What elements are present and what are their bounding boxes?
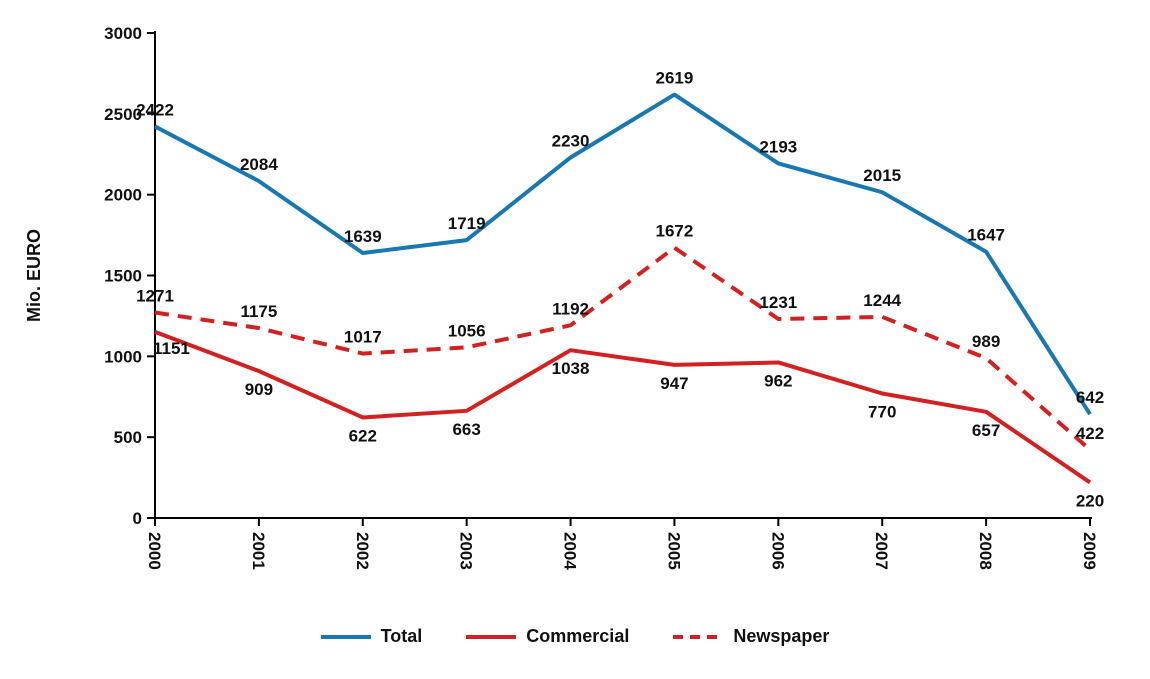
legend-item-commercial: Commercial <box>466 626 629 647</box>
y-tick-label: 2000 <box>104 186 142 205</box>
chart-legend: Total Commercial Newspaper <box>0 626 1150 647</box>
data-label-commercial-2001: 909 <box>245 380 273 399</box>
data-label-newspaper-2006: 1231 <box>759 293 797 312</box>
data-label-newspaper-2004: 1192 <box>552 299 589 318</box>
y-tick-label: 1500 <box>104 267 142 286</box>
series-line-commercial <box>154 330 1092 485</box>
data-label-total-2004: 2230 <box>552 131 590 150</box>
data-label-total-2003: 1719 <box>448 214 486 233</box>
data-label-newspaper-2009: 422 <box>1076 424 1104 443</box>
data-label-commercial-2002: 622 <box>349 426 377 445</box>
data-label-commercial-2007: 770 <box>868 403 896 422</box>
data-label-commercial-2000: 1151 <box>153 339 190 358</box>
data-label-newspaper-2000: 1271 <box>136 287 174 306</box>
x-tick-label: 2008 <box>976 532 995 570</box>
legend-line-sample-solid <box>320 634 371 639</box>
x-tick-label: 2009 <box>1080 532 1099 570</box>
data-label-total-2007: 2015 <box>863 166 901 185</box>
data-label-newspaper-2001: 1175 <box>240 302 277 321</box>
data-label-total-2001: 2084 <box>240 155 278 174</box>
data-label-total-2002: 1639 <box>344 227 382 246</box>
series-line-newspaper <box>154 245 1092 452</box>
y-tick-label: 1000 <box>104 347 142 366</box>
data-label-newspaper-2005: 1672 <box>656 222 694 241</box>
data-label-commercial-2005: 947 <box>660 374 688 393</box>
y-tick-label: 3000 <box>104 24 142 43</box>
x-tick-label: 2005 <box>664 532 683 570</box>
data-label-newspaper-2003: 1056 <box>448 321 486 340</box>
chart-canvas: 0 500 1000 1500 2000 2500 3000 2000 2001 2002 2003… <box>24 24 1104 570</box>
x-tick-label: 2002 <box>353 532 372 570</box>
data-label-newspaper-2002: 1017 <box>344 328 382 347</box>
data-label-commercial-2009: 220 <box>1076 491 1104 510</box>
x-tick-label: 2006 <box>768 532 787 570</box>
y-tick-label: 500 <box>114 428 142 447</box>
y-axis-title: Mio. EURO <box>24 229 44 322</box>
data-label-total-2000: 2422 <box>136 100 174 119</box>
series-line-total <box>154 92 1092 416</box>
data-label-commercial-2004: 1038 <box>552 359 590 378</box>
legend-item-total: Total <box>320 626 423 647</box>
legend-label-total: Total <box>380 626 423 646</box>
data-label-newspaper-2007: 1244 <box>863 291 901 310</box>
x-tick-label: 2003 <box>457 532 476 570</box>
x-tick-label: 2001 <box>249 532 268 570</box>
legend-line-sample-solid <box>466 634 517 639</box>
legend-label-commercial: Commercial <box>526 626 630 646</box>
legend-item-newspaper: Newspaper <box>673 626 829 647</box>
x-tick-label: 2004 <box>561 532 580 570</box>
data-label-newspaper-2008: 989 <box>972 332 1000 351</box>
data-label-commercial-2006: 962 <box>764 371 792 390</box>
data-label-commercial-2003: 663 <box>452 420 480 439</box>
data-label-total-2005: 2619 <box>656 69 694 88</box>
data-label-total-2009: 642 <box>1076 388 1104 407</box>
y-tick-label: 2500 <box>104 105 142 124</box>
y-tick-label: 0 <box>133 509 142 528</box>
x-tick-label: 2007 <box>872 532 891 570</box>
data-label-commercial-2008: 657 <box>972 421 1000 440</box>
legend-line-sample-dashed <box>673 634 724 639</box>
x-tick-label: 2000 <box>145 532 164 570</box>
data-label-total-2008: 1647 <box>967 226 1005 245</box>
legend-label-newspaper: Newspaper <box>733 626 830 646</box>
data-label-total-2006: 2193 <box>759 137 797 156</box>
